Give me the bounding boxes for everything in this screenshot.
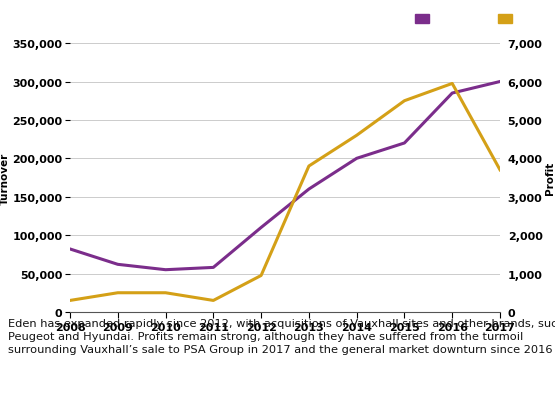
Y-axis label: Turnover: Turnover <box>0 152 9 204</box>
Legend: Turnover, PBT: Turnover, PBT <box>411 9 543 31</box>
Text: Eden has expanded rapidly since 2012, with acquisitions of Vauxhall sites and ot: Eden has expanded rapidly since 2012, wi… <box>8 318 555 355</box>
Text: ❯❯  TURNOVER & PROFIT (£ ’000s): ❯❯ TURNOVER & PROFIT (£ ’000s) <box>8 12 295 28</box>
Y-axis label: Profit: Profit <box>546 162 555 195</box>
